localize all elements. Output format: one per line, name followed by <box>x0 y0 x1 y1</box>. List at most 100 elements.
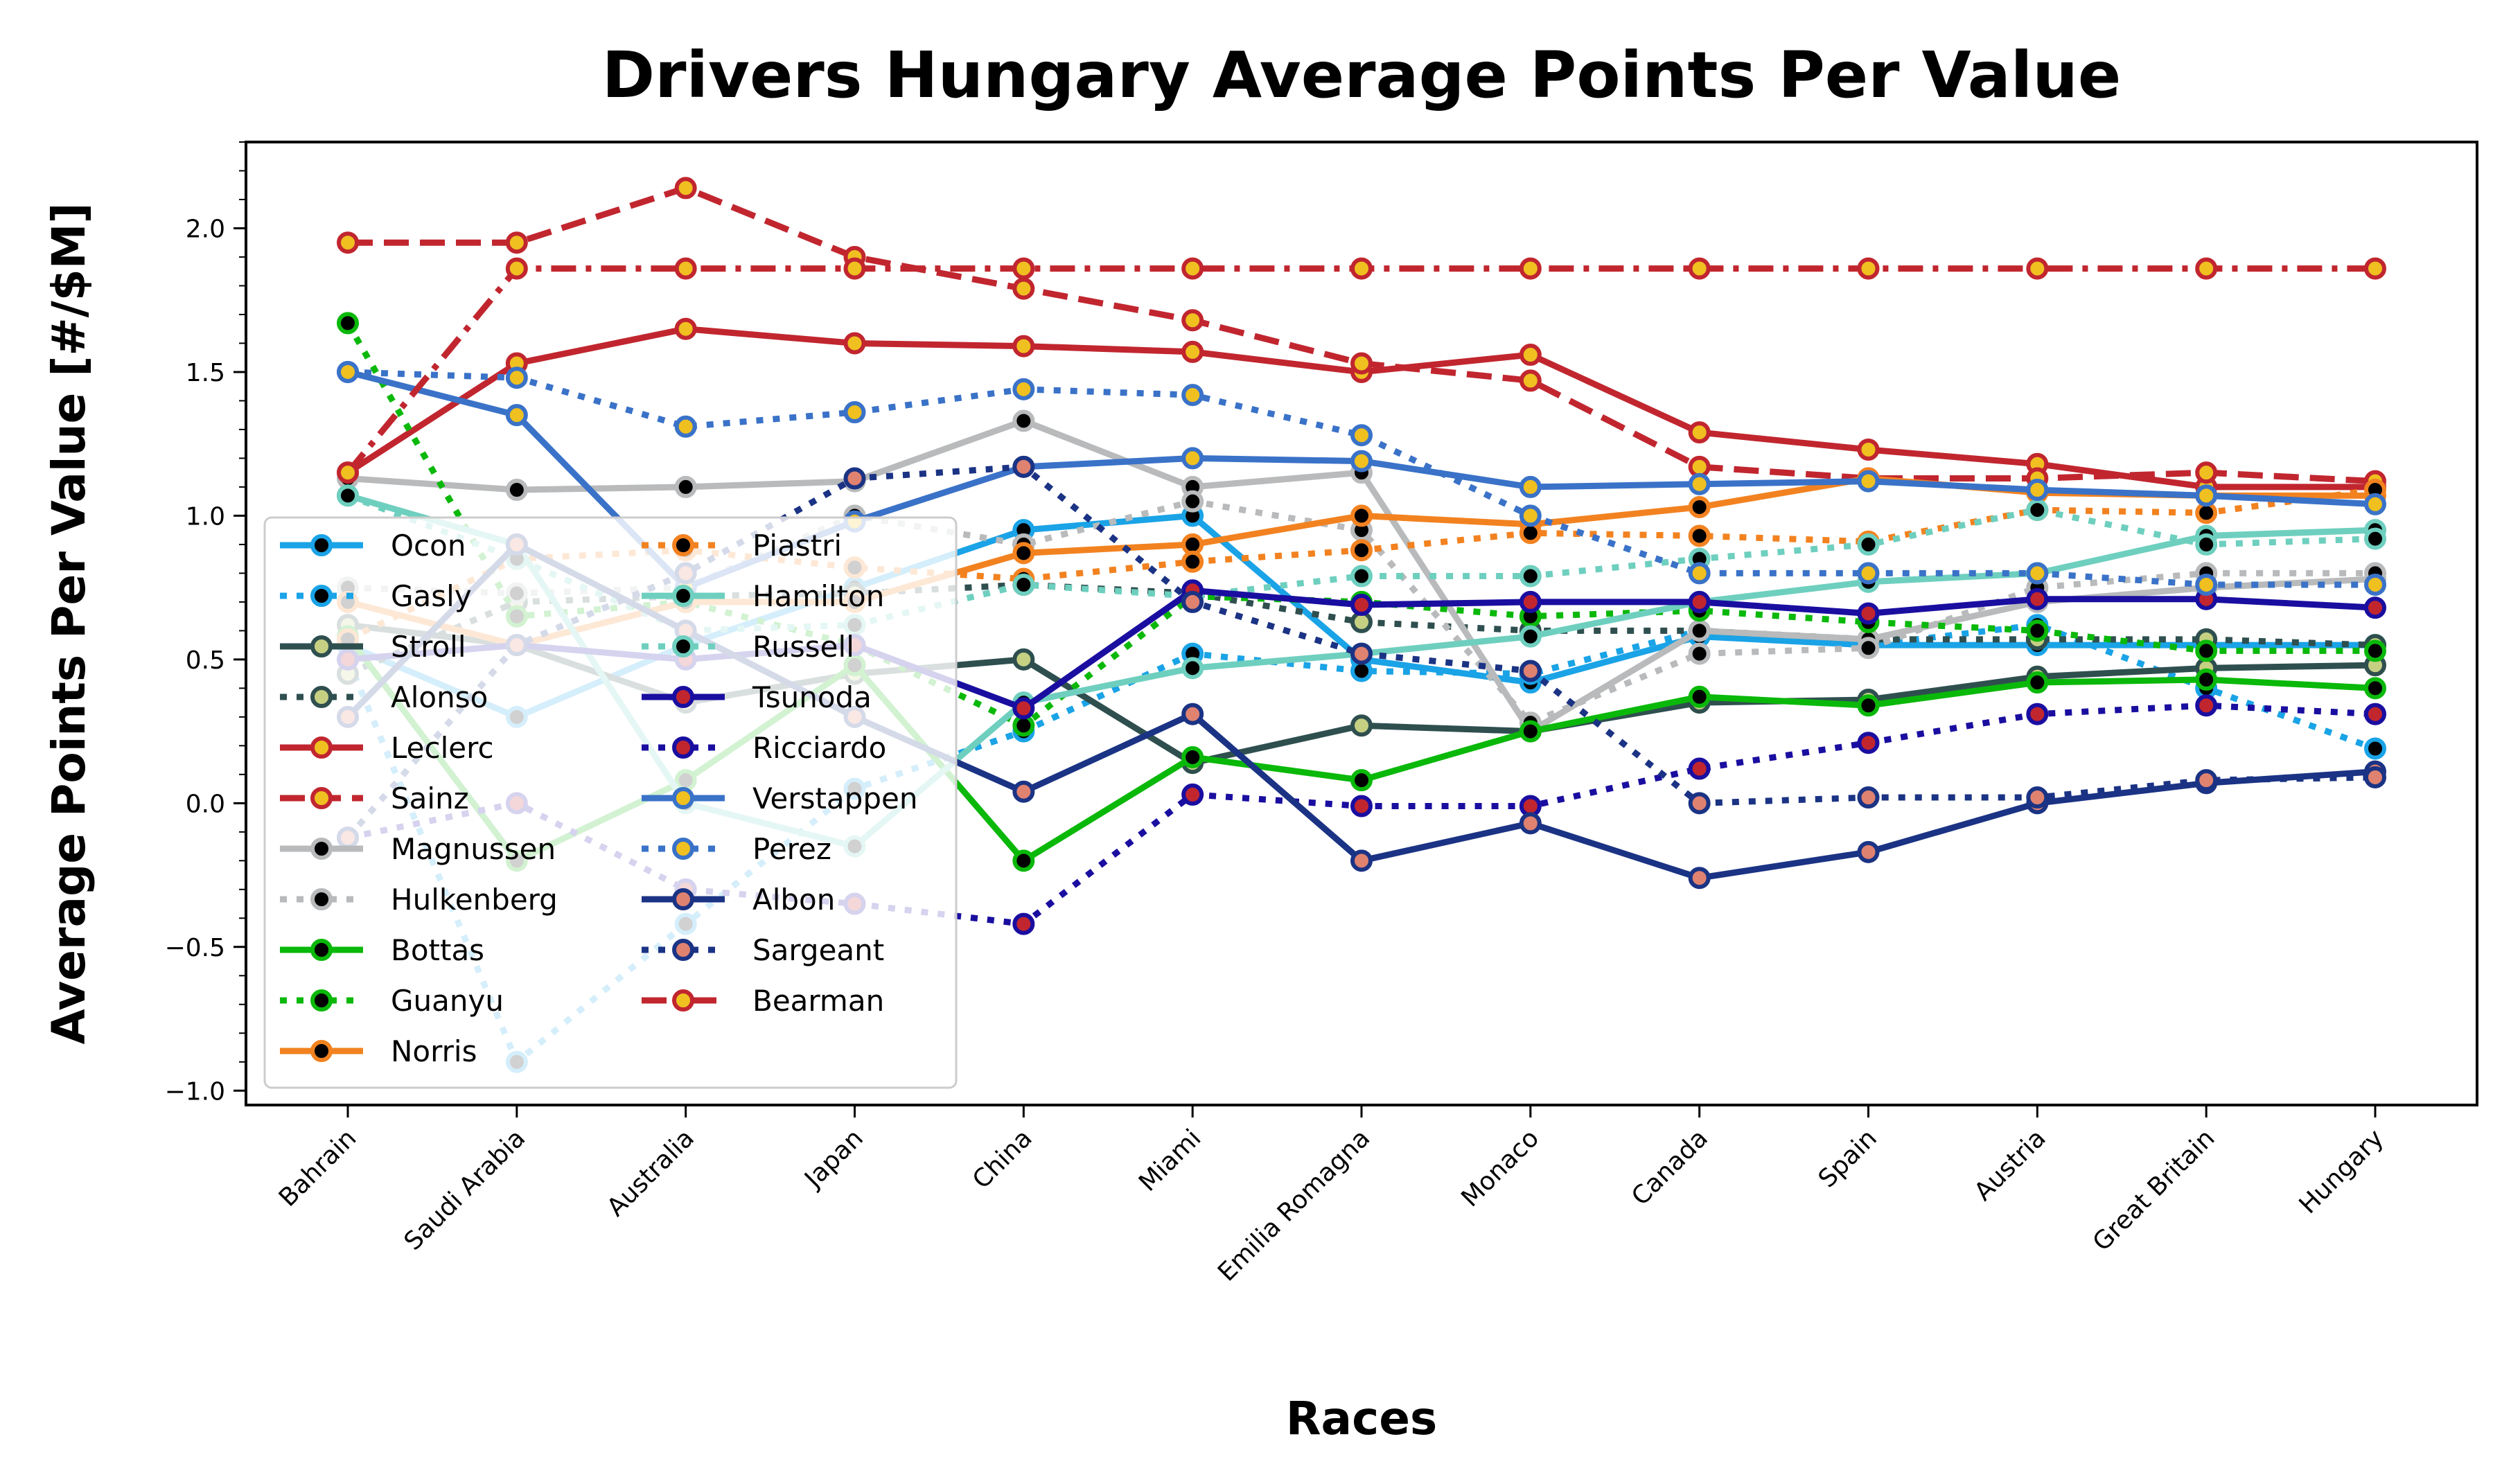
data-point-albon <box>1688 867 1711 890</box>
legend-label-sainz: Sainz <box>391 781 469 815</box>
data-point-gasly <box>2364 737 2386 760</box>
data-point-leclerc <box>674 317 697 340</box>
legend-marker-perez <box>672 838 694 860</box>
data-point-russell <box>2026 499 2049 522</box>
legend-marker-bearman <box>672 989 694 1012</box>
data-point-sainz <box>1350 352 1373 375</box>
y-tick-label: 1.5 <box>186 359 225 387</box>
data-point-ricciardo <box>2026 703 2049 725</box>
legend-label-norris: Norris <box>391 1034 477 1068</box>
y-tick-label: 0.0 <box>186 790 225 818</box>
data-point-hamilton <box>1181 657 1204 680</box>
legend: Ocon Gasly Stroll Alonso Leclerc Sainz Magnuss… <box>263 516 958 1089</box>
data-point-perez <box>1181 384 1204 407</box>
data-point-perez <box>2195 573 2218 596</box>
data-point-guanyu <box>2026 619 2049 642</box>
data-point-albon <box>1012 780 1035 803</box>
legend-label-alonso: Alonso <box>391 680 488 714</box>
data-point-leclerc <box>843 332 866 355</box>
data-point-sargeant <box>1350 642 1373 665</box>
data-point-sargeant <box>1181 590 1204 613</box>
x-axis-label: Races <box>1286 1392 1438 1445</box>
data-point-russell <box>2364 527 2386 550</box>
data-point-bearman <box>1519 257 1542 280</box>
legend-marker-piastri <box>672 534 694 556</box>
data-point-russell <box>2195 533 2218 556</box>
data-point-magnussen <box>1012 409 1035 432</box>
data-point-guanyu <box>337 312 359 335</box>
data-point-sainz <box>1519 369 1542 392</box>
data-point-russell <box>337 484 359 507</box>
data-point-albon <box>1181 703 1204 725</box>
data-point-sargeant <box>1688 792 1711 815</box>
data-point-bottas <box>1857 694 1880 717</box>
data-point-piastri <box>1350 539 1373 562</box>
data-point-russell <box>1350 565 1373 588</box>
legend-marker-stroll <box>310 635 333 657</box>
data-point-ricciardo <box>1857 732 1880 754</box>
legend-marker-magnussen <box>310 838 333 860</box>
data-point-hulkenberg <box>1181 490 1204 513</box>
data-point-perez <box>2026 562 2049 585</box>
data-point-sainz <box>674 177 697 200</box>
data-point-bottas <box>2026 671 2049 694</box>
data-point-leclerc <box>1857 438 1880 461</box>
legend-marker-alonso <box>310 686 333 708</box>
data-point-albon <box>1350 849 1373 872</box>
data-point-tsunoda <box>2026 588 2049 610</box>
data-point-russell <box>1519 565 1542 588</box>
data-point-piastri <box>1181 550 1204 573</box>
data-point-verstappen <box>1519 475 1542 498</box>
legend-box <box>263 516 958 1089</box>
data-point-magnussen <box>1688 619 1711 642</box>
data-point-leclerc <box>1688 421 1711 444</box>
data-point-bearman <box>337 461 359 484</box>
y-tick-label: −1.0 <box>165 1077 225 1106</box>
data-point-ricciardo <box>1688 757 1711 780</box>
legend-label-perez: Perez <box>752 832 831 866</box>
data-point-sainz <box>2195 461 2218 484</box>
data-point-verstappen <box>1688 472 1711 495</box>
data-point-russell <box>1012 573 1035 596</box>
data-point-perez <box>1350 424 1373 447</box>
data-point-sargeant <box>2364 766 2386 788</box>
data-point-perez <box>674 415 697 438</box>
data-point-bottas <box>1012 849 1035 872</box>
legend-label-bearman: Bearman <box>752 984 884 1018</box>
data-point-stroll <box>1350 714 1373 737</box>
data-point-tsunoda <box>1012 697 1035 720</box>
data-point-sargeant <box>1857 786 1880 809</box>
data-point-norris <box>1350 504 1373 527</box>
data-point-perez <box>505 366 528 389</box>
data-point-bottas <box>1519 720 1542 743</box>
data-point-leclerc <box>1519 344 1542 366</box>
plot-frame <box>245 141 2478 1106</box>
data-point-bottas <box>1688 685 1711 708</box>
data-point-verstappen <box>2026 479 2049 502</box>
legend-label-tsunoda: Tsunoda <box>752 680 872 714</box>
legend-label-hulkenberg: Hulkenberg <box>391 883 558 917</box>
data-point-albon <box>1519 812 1542 835</box>
data-point-bearman <box>2364 257 2386 280</box>
data-point-perez <box>337 360 359 383</box>
y-tick-label: 1.0 <box>186 502 225 531</box>
data-point-verstappen <box>2364 493 2386 515</box>
data-point-perez <box>1519 504 1542 527</box>
data-point-tsunoda <box>1688 590 1711 613</box>
data-point-stroll <box>1012 648 1035 671</box>
y-tick-label: 0.5 <box>186 646 225 675</box>
data-point-sargeant <box>843 467 866 490</box>
data-point-sargeant <box>2026 786 2049 809</box>
legend-marker-sainz <box>310 787 333 809</box>
data-point-bearman <box>505 257 528 280</box>
data-point-hulkenberg <box>1688 642 1711 665</box>
data-point-bottas <box>2195 668 2218 691</box>
data-point-bottas <box>1181 745 1204 768</box>
data-point-magnussen <box>674 475 697 498</box>
data-point-verstappen <box>2195 484 2218 507</box>
data-point-perez <box>1012 378 1035 400</box>
legend-marker-albon <box>672 888 694 910</box>
data-point-bearman <box>2026 257 2049 280</box>
data-point-ricciardo <box>2195 694 2218 717</box>
